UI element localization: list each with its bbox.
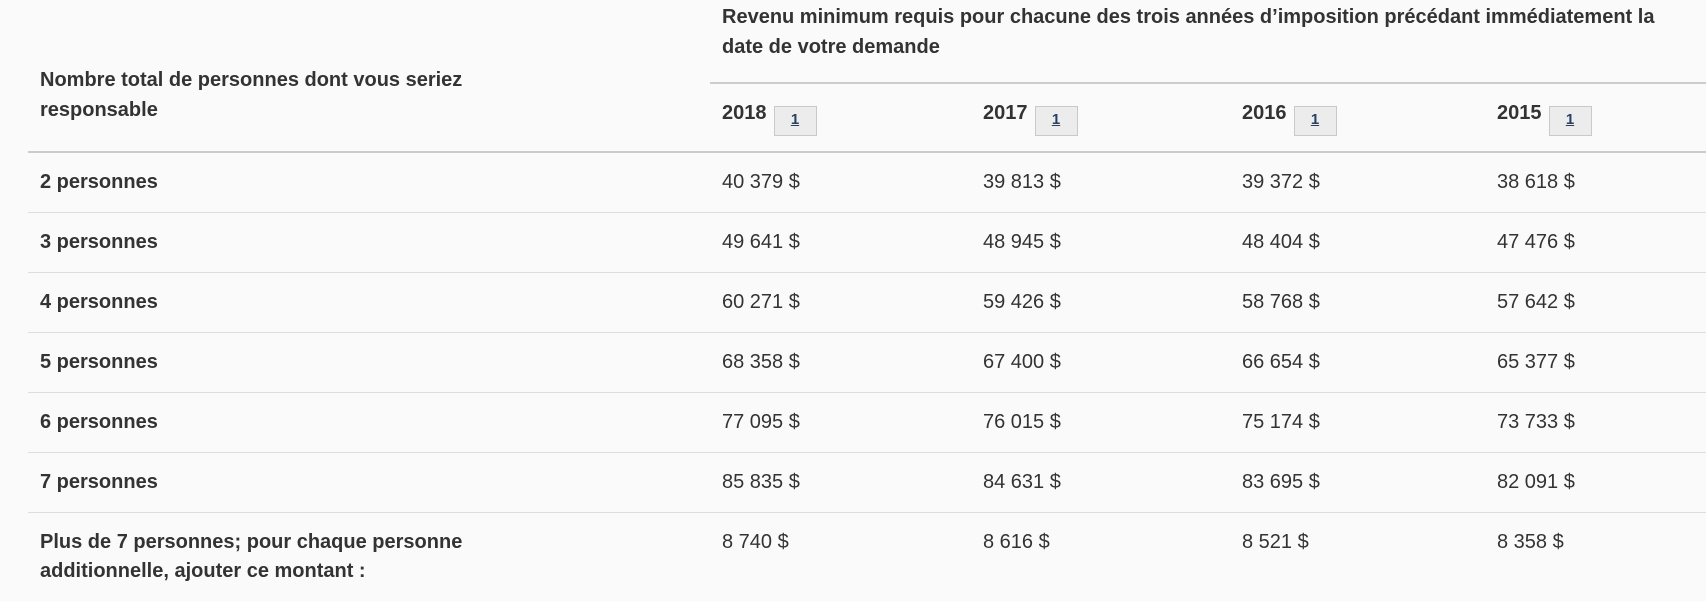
row-header-column-title: Nombre total de personnes dont vous seri… (28, 0, 710, 152)
income-value: 47 476 $ (1485, 213, 1706, 273)
income-value: 49 641 $ (710, 213, 971, 273)
row-label: 6 personnes (28, 393, 710, 453)
income-value: 66 654 $ (1230, 333, 1485, 393)
footnote-1-link-2016[interactable]: 1 (1294, 106, 1337, 136)
table-row-3-personnes: 3 personnes 49 641 $ 48 945 $ 48 404 $ 4… (28, 213, 1706, 273)
income-value: 57 642 $ (1485, 273, 1706, 333)
income-value: 68 358 $ (710, 333, 971, 393)
table-row-4-personnes: 4 personnes 60 271 $ 59 426 $ 58 768 $ 5… (28, 273, 1706, 333)
income-value: 48 404 $ (1230, 213, 1485, 273)
footnote-1-link-2018[interactable]: 1 (774, 106, 817, 136)
income-value: 59 426 $ (971, 273, 1230, 333)
year-label-2017: 2017 (983, 102, 1028, 124)
table-row-7-personnes: 7 personnes 85 835 $ 84 631 $ 83 695 $ 8… (28, 453, 1706, 513)
income-group-header: Revenu minimum requis pour chacune des t… (710, 0, 1706, 83)
year-header-2017: 2017 1 (971, 83, 1230, 152)
row-header-column-title-text: Nombre total de personnes dont vous seri… (40, 65, 540, 125)
table-row-2-personnes: 2 personnes 40 379 $ 39 813 $ 39 372 $ 3… (28, 152, 1706, 213)
income-value: 40 379 $ (710, 152, 971, 213)
row-label: Plus de 7 personnes; pour chaque personn… (28, 513, 710, 601)
income-value: 82 091 $ (1485, 453, 1706, 513)
income-value: 8 740 $ (710, 513, 971, 601)
row-label: 7 personnes (28, 453, 710, 513)
income-value: 73 733 $ (1485, 393, 1706, 453)
row-label: 3 personnes (28, 213, 710, 273)
income-value: 76 015 $ (971, 393, 1230, 453)
row-label: 5 personnes (28, 333, 710, 393)
income-value: 84 631 $ (971, 453, 1230, 513)
row-label: 4 personnes (28, 273, 710, 333)
income-value: 65 377 $ (1485, 333, 1706, 393)
minimum-income-table: Nombre total de personnes dont vous seri… (28, 0, 1706, 601)
table-row-plus-de-7-personnes: Plus de 7 personnes; pour chaque personn… (28, 513, 1706, 601)
income-value: 58 768 $ (1230, 273, 1485, 333)
income-value: 8 521 $ (1230, 513, 1485, 601)
table-row-5-personnes: 5 personnes 68 358 $ 67 400 $ 66 654 $ 6… (28, 333, 1706, 393)
income-value: 8 358 $ (1485, 513, 1706, 601)
year-header-2015: 2015 1 (1485, 83, 1706, 152)
income-value: 77 095 $ (710, 393, 971, 453)
year-label-2015: 2015 (1497, 102, 1542, 124)
footnote-1-link-2017[interactable]: 1 (1035, 106, 1078, 136)
income-value: 38 618 $ (1485, 152, 1706, 213)
footnote-1-link-2015[interactable]: 1 (1549, 106, 1592, 136)
income-value: 60 271 $ (710, 273, 971, 333)
year-header-2018: 2018 1 (710, 83, 971, 152)
group-header-row: Nombre total de personnes dont vous seri… (28, 0, 1706, 83)
year-label-2018: 2018 (722, 102, 767, 124)
income-value: 39 813 $ (971, 152, 1230, 213)
income-value: 39 372 $ (1230, 152, 1485, 213)
year-label-2016: 2016 (1242, 102, 1287, 124)
table-row-6-personnes: 6 personnes 77 095 $ 76 015 $ 75 174 $ 7… (28, 393, 1706, 453)
year-header-2016: 2016 1 (1230, 83, 1485, 152)
income-value: 75 174 $ (1230, 393, 1485, 453)
income-value: 83 695 $ (1230, 453, 1485, 513)
income-value: 85 835 $ (710, 453, 971, 513)
income-value: 48 945 $ (971, 213, 1230, 273)
row-label: 2 personnes (28, 152, 710, 213)
income-value: 8 616 $ (971, 513, 1230, 601)
income-value: 67 400 $ (971, 333, 1230, 393)
